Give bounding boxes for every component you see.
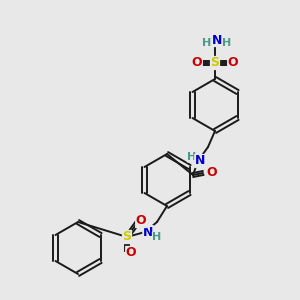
- Text: O: O: [136, 214, 146, 227]
- Text: O: O: [228, 56, 238, 70]
- Text: H: H: [188, 152, 196, 162]
- Text: N: N: [195, 154, 205, 167]
- Text: O: O: [207, 167, 217, 179]
- Text: H: H: [152, 232, 162, 242]
- Text: S: S: [122, 230, 131, 244]
- Text: N: N: [212, 34, 222, 46]
- Text: H: H: [202, 38, 211, 48]
- Text: H: H: [222, 38, 232, 48]
- Text: N: N: [143, 226, 153, 238]
- Text: O: O: [126, 247, 136, 260]
- Text: S: S: [211, 56, 220, 70]
- Text: O: O: [192, 56, 202, 70]
